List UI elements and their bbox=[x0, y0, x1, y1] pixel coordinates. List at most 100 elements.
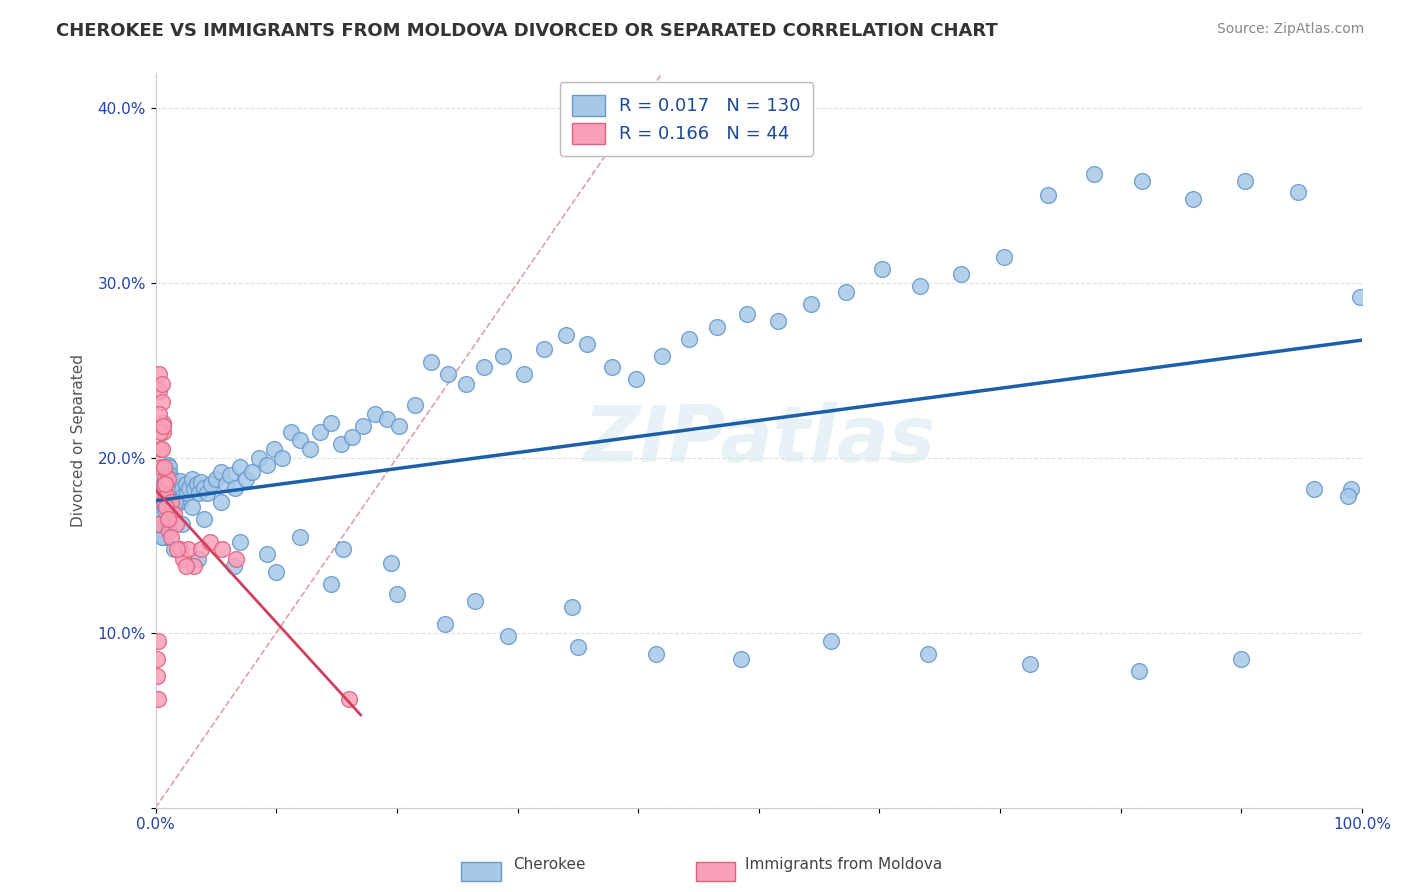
Point bbox=[155, 489, 177, 503]
Point bbox=[820, 634, 842, 648]
Point bbox=[1348, 290, 1371, 304]
Point bbox=[533, 343, 555, 357]
Point bbox=[160, 494, 183, 508]
Point bbox=[163, 494, 186, 508]
Point bbox=[170, 492, 193, 507]
Point bbox=[910, 279, 932, 293]
Point bbox=[155, 530, 177, 544]
Point bbox=[174, 477, 197, 491]
Point bbox=[190, 541, 212, 556]
Point bbox=[193, 481, 215, 495]
Point bbox=[149, 507, 172, 521]
Point bbox=[730, 652, 752, 666]
Point bbox=[645, 647, 668, 661]
Point bbox=[298, 442, 321, 456]
Point bbox=[150, 494, 173, 508]
Point bbox=[388, 419, 411, 434]
Point bbox=[264, 565, 287, 579]
Point bbox=[337, 692, 360, 706]
Point bbox=[263, 442, 285, 456]
Point bbox=[1083, 168, 1105, 182]
Point bbox=[290, 530, 312, 544]
Point bbox=[187, 552, 209, 566]
Point bbox=[183, 559, 205, 574]
Point bbox=[176, 485, 198, 500]
Point bbox=[188, 485, 211, 500]
Point bbox=[179, 481, 201, 495]
Point bbox=[190, 475, 212, 490]
Y-axis label: Divorced or Separated: Divorced or Separated bbox=[72, 354, 86, 527]
Point bbox=[512, 367, 534, 381]
Point bbox=[1233, 174, 1256, 188]
Point bbox=[290, 434, 312, 448]
Point bbox=[157, 524, 180, 539]
Point bbox=[169, 541, 191, 556]
Point bbox=[319, 576, 342, 591]
Point bbox=[209, 494, 232, 508]
Point bbox=[155, 503, 177, 517]
Point bbox=[166, 481, 188, 495]
Point bbox=[149, 483, 172, 497]
Point bbox=[150, 394, 173, 409]
Text: Cherokee: Cherokee bbox=[513, 857, 586, 872]
Point bbox=[160, 512, 183, 526]
Point bbox=[1340, 483, 1362, 497]
Legend: R = 0.017   N = 130, R = 0.166   N = 44: R = 0.017 N = 130, R = 0.166 N = 44 bbox=[560, 82, 813, 156]
Point bbox=[172, 483, 194, 497]
Point bbox=[155, 472, 177, 486]
Point bbox=[155, 500, 177, 514]
Point bbox=[624, 372, 647, 386]
Point bbox=[150, 377, 173, 392]
Point bbox=[155, 524, 177, 539]
Point bbox=[183, 483, 205, 497]
Point bbox=[308, 425, 330, 439]
Point bbox=[1302, 483, 1324, 497]
Point bbox=[155, 477, 177, 491]
Point bbox=[177, 541, 200, 556]
Point bbox=[163, 483, 186, 497]
Point bbox=[146, 634, 169, 648]
Text: Immigrants from Moldova: Immigrants from Moldova bbox=[745, 857, 942, 872]
Point bbox=[163, 507, 186, 521]
Point bbox=[197, 485, 219, 500]
Point bbox=[174, 559, 197, 574]
Point bbox=[404, 398, 426, 412]
Point bbox=[554, 328, 576, 343]
Point bbox=[1128, 665, 1150, 679]
Point bbox=[148, 489, 170, 503]
Point bbox=[472, 359, 495, 374]
Text: CHEROKEE VS IMMIGRANTS FROM MOLDOVA DIVORCED OR SEPARATED CORRELATION CHART: CHEROKEE VS IMMIGRANTS FROM MOLDOVA DIVO… bbox=[56, 22, 998, 40]
Point bbox=[492, 350, 515, 364]
Point bbox=[146, 517, 169, 532]
Point bbox=[152, 425, 174, 439]
Point bbox=[152, 419, 174, 434]
Point bbox=[160, 472, 183, 486]
Point bbox=[1336, 489, 1358, 503]
Point bbox=[172, 552, 194, 566]
Point bbox=[434, 617, 457, 632]
Point bbox=[146, 652, 169, 666]
Point bbox=[160, 530, 183, 544]
Point bbox=[167, 496, 190, 510]
Point bbox=[1019, 657, 1042, 672]
Point bbox=[153, 477, 176, 491]
Point bbox=[352, 419, 374, 434]
Point bbox=[148, 367, 170, 381]
Point bbox=[651, 350, 673, 364]
Point bbox=[153, 459, 176, 474]
Point bbox=[146, 485, 169, 500]
Point bbox=[496, 629, 519, 643]
Point bbox=[156, 472, 179, 486]
Point bbox=[419, 354, 441, 368]
Point bbox=[157, 524, 180, 539]
Point bbox=[229, 459, 252, 474]
Point bbox=[436, 367, 458, 381]
Point bbox=[567, 640, 589, 654]
Point bbox=[180, 472, 202, 486]
Point bbox=[205, 472, 228, 486]
Point bbox=[166, 541, 188, 556]
Point bbox=[155, 472, 177, 486]
Point bbox=[146, 692, 169, 706]
Point bbox=[152, 530, 174, 544]
Point bbox=[332, 541, 354, 556]
